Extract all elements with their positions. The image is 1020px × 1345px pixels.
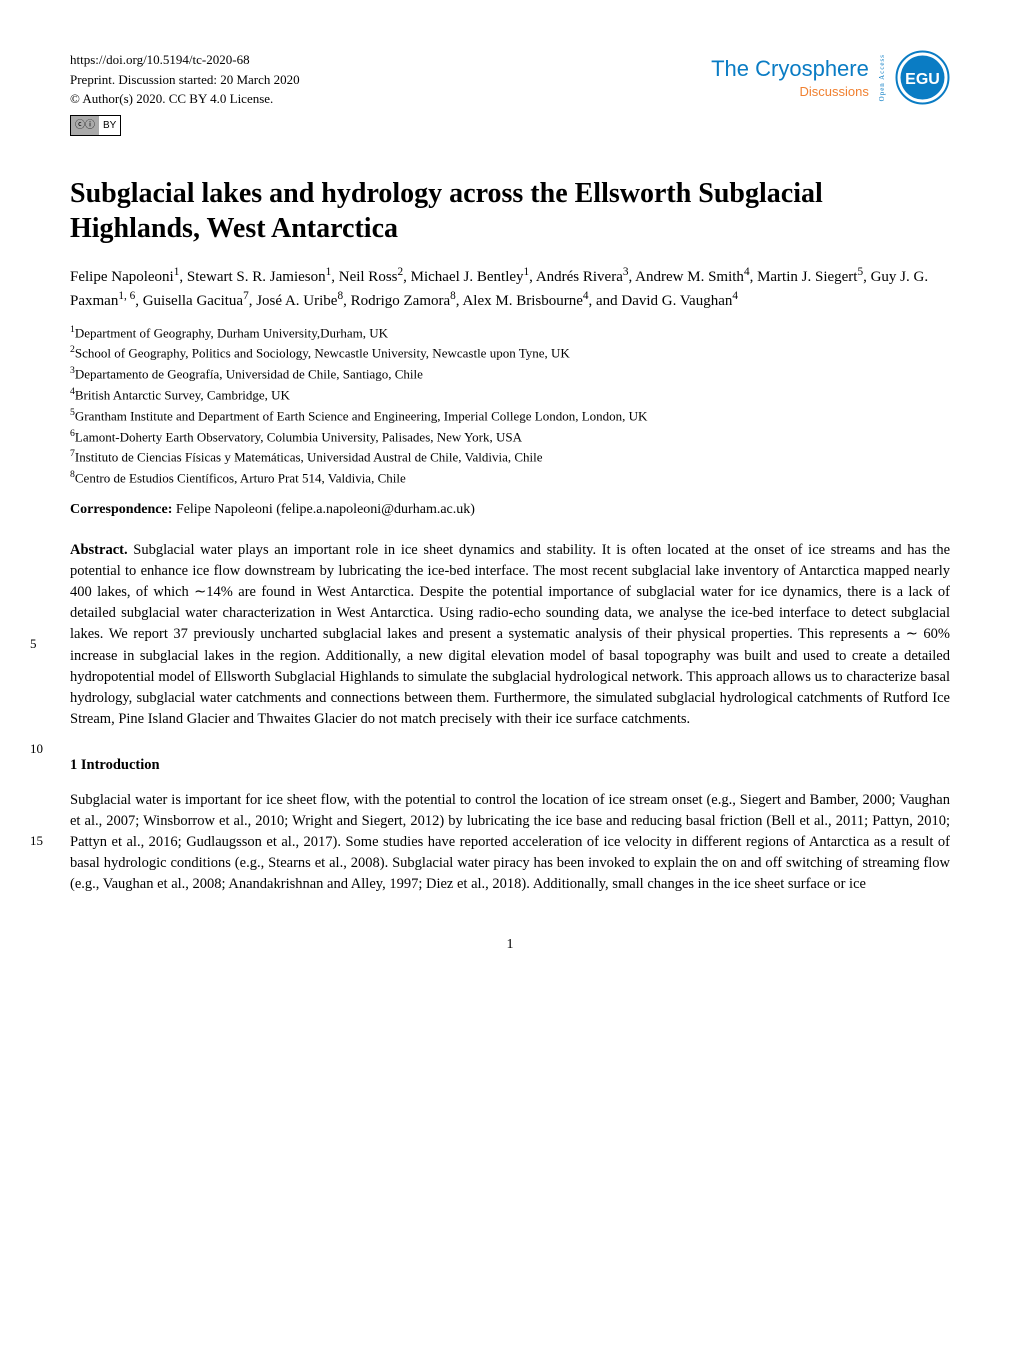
affiliation-line: 1Department of Geography, Durham Univers… — [70, 323, 950, 343]
intro-text: Subglacial water is important for ice sh… — [70, 792, 950, 892]
section-heading-intro: 1 Introduction — [70, 755, 950, 776]
page-header: https://doi.org/10.5194/tc-2020-68 Prepr… — [70, 50, 950, 136]
intro-paragraph: 15 Subglacial water is important for ice… — [70, 790, 950, 895]
affiliation-line: 4British Antarctic Survey, Cambridge, UK — [70, 385, 950, 405]
header-meta: https://doi.org/10.5194/tc-2020-68 Prepr… — [70, 50, 300, 136]
header-branding: The Cryosphere Discussions Open Access E… — [711, 50, 950, 105]
affiliation-line: 8Centro de Estudios Científicos, Arturo … — [70, 468, 950, 488]
affiliation-line: 5Grantham Institute and Department of Ea… — [70, 406, 950, 426]
cc-license-badge: ⓒⓘ BY — [70, 115, 121, 136]
authors-list: Felipe Napoleoni1, Stewart S. R. Jamieso… — [70, 264, 950, 313]
preprint-line: Preprint. Discussion started: 20 March 2… — [70, 70, 300, 90]
journal-branding: The Cryosphere Discussions — [711, 53, 869, 102]
affiliation-line: 2School of Geography, Politics and Socio… — [70, 343, 950, 363]
affiliation-line: 3Departamento de Geografía, Universidad … — [70, 364, 950, 384]
doi-link[interactable]: https://doi.org/10.5194/tc-2020-68 — [70, 50, 300, 70]
line-number: 10 — [30, 740, 43, 759]
affiliation-line: 7Instituto de Ciencias Físicas y Matemát… — [70, 447, 950, 467]
journal-name: The Cryosphere — [711, 53, 869, 85]
abstract: 5 10 Abstract. Subglacial water plays an… — [70, 540, 950, 729]
egu-logo-icon: EGU — [895, 50, 950, 105]
by-icon: BY — [99, 116, 120, 135]
paper-title: Subglacial lakes and hydrology across th… — [70, 176, 950, 246]
line-number: 5 — [30, 635, 37, 654]
svg-text:EGU: EGU — [905, 71, 940, 88]
correspondence: Correspondence: Felipe Napoleoni (felipe… — [70, 500, 950, 520]
correspondence-label: Correspondence: — [70, 502, 172, 517]
affiliation-line: 6Lamont-Doherty Earth Observatory, Colum… — [70, 427, 950, 447]
discussions-label: Discussions — [711, 83, 869, 102]
cc-icon: ⓒⓘ — [71, 116, 99, 135]
abstract-text: Subglacial water plays an important role… — [70, 542, 950, 726]
abstract-label: Abstract. — [70, 542, 128, 558]
copyright-line: © Author(s) 2020. CC BY 4.0 License. — [70, 89, 300, 109]
affiliations-list: 1Department of Geography, Durham Univers… — [70, 323, 950, 489]
page-number: 1 — [70, 935, 950, 955]
correspondence-text: Felipe Napoleoni (felipe.a.napoleoni@dur… — [176, 502, 475, 517]
line-number: 15 — [30, 832, 43, 851]
open-access-label: Open Access — [877, 54, 887, 101]
